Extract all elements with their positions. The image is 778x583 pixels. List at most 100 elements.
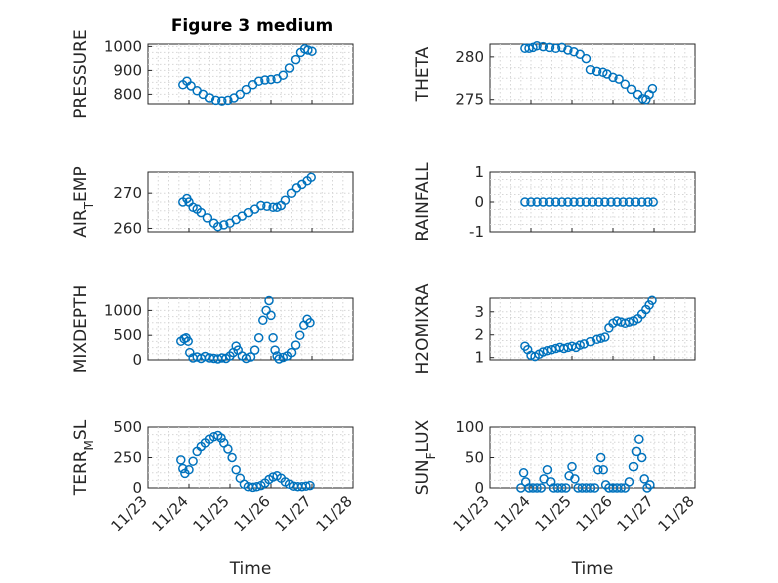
data-point	[307, 46, 317, 56]
data-point	[251, 482, 262, 492]
data-point	[634, 434, 644, 444]
data-point	[544, 197, 555, 207]
y-tick-label: 500	[113, 418, 142, 436]
x-tick-label: 11/25	[532, 492, 575, 535]
y-tick-label: 275	[455, 91, 484, 109]
data-point	[591, 334, 602, 345]
data-point	[264, 295, 274, 306]
data-point	[249, 345, 260, 355]
y-tick-label: 1	[474, 349, 484, 367]
y-axis-label: TERRMSL	[71, 419, 96, 496]
y-tick-label: 2	[474, 326, 484, 344]
data-point	[585, 336, 596, 347]
data-point	[542, 464, 553, 475]
data-point	[188, 456, 198, 466]
data-point	[260, 75, 270, 85]
data-point	[256, 200, 266, 211]
data-point	[278, 352, 289, 363]
data-point	[587, 197, 598, 207]
y-tick-label: 1000	[104, 301, 142, 319]
data-point	[178, 463, 188, 474]
data-point	[559, 343, 569, 354]
data-point	[620, 318, 631, 329]
x-tick-label: 11/28	[655, 492, 698, 535]
data-point	[306, 172, 316, 183]
data-point	[253, 332, 264, 343]
subplot-terr_msl: 0 250 500 TERRMSL 11/2311/2411/2511/2611/271…	[71, 418, 356, 579]
data-point	[626, 84, 637, 95]
y-tick-label: 1000	[104, 37, 142, 55]
y-axis-label: MIXDEPTH	[71, 285, 91, 374]
y-tick-label: 260	[113, 219, 142, 237]
data-point	[227, 452, 237, 463]
data-point	[280, 195, 291, 205]
data-point	[526, 197, 536, 207]
data-point	[286, 188, 297, 198]
data-point	[624, 197, 635, 207]
data-point	[258, 315, 268, 326]
data-point	[579, 339, 590, 349]
y-tick-label: 50	[465, 449, 484, 467]
data-point	[563, 45, 573, 55]
data-point	[557, 197, 567, 207]
data-point	[278, 70, 289, 80]
data-point	[561, 483, 571, 493]
data-point	[647, 295, 657, 306]
data-point	[217, 96, 227, 106]
data-point	[628, 461, 639, 472]
data-point	[563, 197, 573, 207]
data-point	[589, 483, 600, 493]
subplot-pressure: 800 900 1000 PRESSURE	[71, 29, 354, 119]
data-point	[253, 76, 264, 86]
data-point	[575, 197, 585, 207]
x-tick-label: 11/27	[614, 492, 657, 535]
data-point	[570, 474, 580, 484]
data-point	[305, 480, 315, 491]
data-point	[557, 483, 567, 493]
x-axis-label: Time	[571, 559, 614, 579]
data-point	[241, 353, 252, 364]
data-point	[550, 43, 561, 54]
data-point	[231, 464, 241, 475]
y-tick-label: 0	[474, 479, 484, 497]
x-tick-label: 11/23	[108, 492, 151, 535]
y-tick-label: 270	[113, 184, 142, 202]
data-point	[600, 197, 610, 207]
data-point	[567, 461, 577, 472]
data-point	[301, 481, 311, 491]
subplot-rainfall: -1 0 1 RAINFALL	[413, 162, 696, 242]
y-tick-label: 800	[113, 85, 142, 103]
data-point	[210, 95, 221, 106]
axes-box	[147, 426, 354, 489]
y-axis-label: RAINFALL	[413, 162, 433, 242]
y-tick-label: 0	[132, 351, 142, 369]
y-axis-label: PRESSURE	[71, 29, 91, 118]
data-point	[624, 317, 635, 327]
data-point	[593, 197, 604, 207]
data-point	[645, 480, 655, 490]
data-point	[303, 45, 313, 55]
data-point	[606, 197, 616, 207]
y-tick-label: 0	[474, 193, 484, 211]
data-point	[270, 345, 280, 355]
data-point	[600, 332, 610, 342]
data-point	[176, 455, 186, 465]
data-point	[538, 41, 549, 52]
data-point	[266, 310, 276, 321]
data-point	[581, 53, 592, 64]
data-point	[575, 340, 585, 350]
data-point	[532, 40, 542, 51]
y-tick-label: 0	[132, 479, 142, 497]
x-tick-label: 11/24	[491, 492, 534, 535]
data-point	[612, 316, 622, 326]
data-point	[595, 333, 606, 343]
data-point	[616, 483, 626, 493]
data-point	[274, 354, 284, 364]
data-point	[598, 464, 608, 475]
data-point	[518, 468, 529, 478]
data-point	[538, 197, 549, 207]
data-point	[593, 464, 603, 475]
y-tick-label: 280	[455, 48, 484, 66]
data-point	[532, 483, 542, 493]
